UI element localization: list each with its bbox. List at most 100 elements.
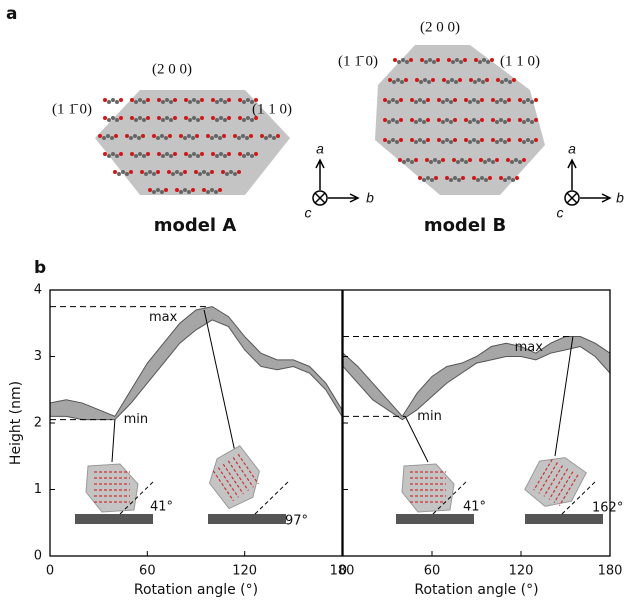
molecule-atom	[414, 140, 418, 144]
molecule-atom	[202, 188, 206, 192]
molecule-atom	[450, 78, 454, 82]
molecule-atom	[454, 80, 458, 84]
molecule-atom	[410, 98, 414, 102]
molecule-atom	[426, 176, 430, 180]
molecule-atom	[447, 58, 451, 62]
axis-letter: c	[305, 205, 312, 221]
crystal	[524, 457, 587, 507]
molecule-atom	[156, 188, 160, 192]
angle-label: 162°	[592, 501, 623, 516]
molecule-atom	[429, 160, 433, 164]
molecule-atom	[481, 80, 485, 84]
molecule-atom	[242, 100, 246, 104]
molecule-atom	[225, 172, 229, 176]
molecule-atom	[491, 138, 495, 142]
molecule-atom	[472, 176, 476, 180]
band-fill	[343, 336, 610, 420]
y-tick-label: 2	[34, 416, 42, 431]
molecule-atom	[222, 134, 226, 138]
molecule-atom	[437, 118, 441, 122]
molecule-atom	[129, 136, 133, 140]
model-name: model B	[424, 215, 506, 236]
molecule-atom	[449, 100, 453, 104]
molecule-atom	[401, 58, 405, 62]
molecule-atom	[472, 138, 476, 142]
molecule-atom	[142, 100, 146, 104]
molecule-atom	[392, 80, 396, 84]
molecule-atom	[196, 118, 200, 122]
molecule-atom	[117, 172, 121, 176]
molecule-atom	[250, 154, 254, 158]
molecule-atom	[391, 138, 395, 142]
molecule-atom	[171, 172, 175, 176]
molecule-atom	[404, 78, 408, 82]
molecule-atom	[134, 154, 138, 158]
molecule-atom	[518, 118, 522, 122]
molecule-atom	[142, 118, 146, 122]
molecule-atom	[200, 116, 204, 120]
molecule-atom	[215, 100, 219, 104]
molecule-atom	[503, 178, 507, 182]
molecule-atom	[499, 138, 503, 142]
molecule-atom	[134, 100, 138, 104]
molecule-atom	[250, 118, 254, 122]
molecule-row	[222, 463, 244, 495]
molecule-atom	[426, 138, 430, 142]
molecule-atom	[506, 158, 510, 162]
molecule-atom	[276, 134, 280, 138]
molecule-atom	[495, 158, 499, 162]
y-tick-label: 3	[34, 349, 42, 364]
molecule-atom	[254, 98, 258, 102]
panel-label: a	[6, 4, 17, 24]
molecule-atom	[168, 134, 172, 138]
molecule-atom	[192, 116, 196, 120]
molecule-atom	[508, 80, 512, 84]
molecule-atom	[449, 120, 453, 124]
molecule-atom	[387, 100, 391, 104]
molecule-atom	[522, 120, 526, 124]
molecule-atom	[191, 136, 195, 140]
molecule-atom	[422, 178, 426, 182]
molecule-atom	[188, 118, 192, 122]
molecule-atom	[196, 154, 200, 158]
molecule-atom	[518, 160, 522, 164]
molecule-atom	[522, 158, 526, 162]
facet-label: (2 0 0)	[152, 61, 192, 77]
molecule-atom	[129, 170, 133, 174]
molecule-atom	[148, 188, 152, 192]
molecule-atom	[133, 134, 137, 138]
molecule-atom	[175, 170, 179, 174]
x-tick-label: 120	[509, 564, 534, 579]
molecule-atom	[148, 170, 152, 174]
molecule-atom	[507, 176, 511, 180]
molecule-atom	[464, 98, 468, 102]
molecule-atom	[173, 116, 177, 120]
molecule-atom	[121, 170, 125, 174]
molecule-atom	[202, 170, 206, 174]
molecule-atom	[115, 118, 119, 122]
molecule-atom	[246, 152, 250, 156]
molecule-atom	[495, 140, 499, 144]
molecule-atom	[526, 138, 530, 142]
facet-label: (1 1 0)	[500, 53, 540, 69]
molecule-atom	[410, 138, 414, 142]
molecule-atom	[468, 120, 472, 124]
molecule-atom	[399, 138, 403, 142]
lower-line	[342, 345, 611, 421]
molecule-atom	[161, 154, 165, 158]
molecule-atom	[264, 136, 268, 140]
molecule-atom	[507, 98, 511, 102]
molecule-atom	[138, 152, 142, 156]
molecule-atom	[157, 152, 161, 156]
molecule-atom	[167, 170, 171, 174]
molecule-atom	[196, 100, 200, 104]
molecule-atom	[165, 98, 169, 102]
molecule-atom	[437, 98, 441, 102]
molecule-atom	[482, 58, 486, 62]
molecule-atom	[480, 138, 484, 142]
inset-crystal	[208, 445, 260, 510]
molecule-atom	[436, 58, 440, 62]
molecule-atom	[486, 60, 490, 64]
molecule-atom	[237, 170, 241, 174]
